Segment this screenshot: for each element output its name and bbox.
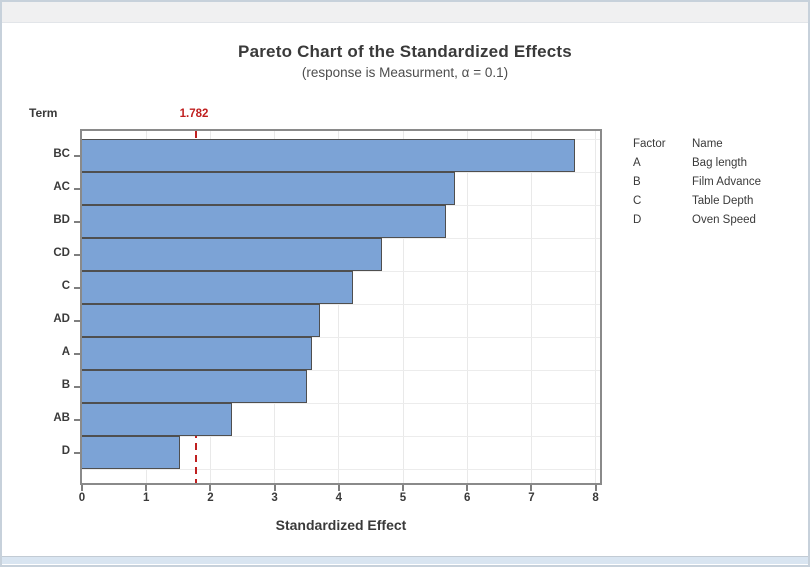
bar-CD[interactable] [82, 238, 383, 271]
x-tick-label-6: 6 [463, 492, 471, 504]
bar-BD[interactable] [82, 205, 446, 238]
legend-row-B: B Film Advance [633, 173, 761, 192]
gridline-y-7 [82, 370, 600, 371]
legend-factor-A: A [633, 157, 641, 169]
window-footer [2, 556, 808, 564]
reference-line-label: 1.782 [179, 108, 209, 120]
gridline-x-4 [338, 131, 340, 483]
bar-AB[interactable] [82, 403, 232, 436]
gridline-y-9 [82, 436, 600, 437]
gridline-y-6 [82, 337, 600, 338]
y-tick-A [74, 352, 80, 355]
legend-row-C: C Table Depth [633, 192, 761, 211]
y-tick-label-B: B [61, 378, 70, 391]
x-tick-label-8: 8 [592, 492, 599, 504]
legend-factor-B: B [633, 176, 641, 188]
x-tick-2 [209, 485, 212, 491]
legend-row-D: D Oven Speed [633, 211, 761, 230]
x-tick-label-4: 4 [335, 492, 342, 504]
gridline-y-8 [82, 403, 600, 404]
x-tick-6 [466, 485, 469, 491]
legend-name-C: Table Depth [692, 195, 754, 207]
y-tick-BC [74, 154, 80, 157]
gridline-y-10 [82, 469, 600, 470]
legend-factor-C: C [633, 195, 642, 207]
x-tick-label-0: 0 [78, 492, 86, 504]
factor-legend: Factor Name A Bag length B Film Advance C Tab… [633, 135, 761, 230]
legend-header-name: Name [692, 138, 723, 150]
y-tick-label-A: A [61, 345, 70, 358]
y-tick-label-AC: AC [53, 180, 70, 193]
legend-header: Factor Name [633, 135, 761, 154]
y-tick-label-AB: AB [53, 411, 70, 424]
window-titlebar[interactable] [2, 2, 808, 23]
x-tick-label-2: 2 [207, 492, 214, 504]
plot-area [80, 129, 602, 485]
y-tick-label-D: D [61, 444, 70, 457]
chart-subtitle: (response is Measurment, α = 0.1) [301, 65, 509, 80]
gridline-x-8 [595, 131, 597, 483]
y-tick-label-BC: BC [53, 147, 70, 160]
bar-C[interactable] [82, 271, 353, 304]
legend-name-B: Film Advance [692, 176, 762, 188]
bar-AD[interactable] [82, 304, 320, 337]
x-tick-0 [81, 485, 83, 491]
chart-title: Pareto Chart of the Standardized Effects [238, 42, 572, 61]
x-axis-title: Standardized Effect [275, 517, 407, 533]
x-tick-8 [594, 485, 597, 491]
gridline-x-7 [530, 131, 532, 483]
x-tick-4 [337, 485, 340, 491]
bar-BC[interactable] [82, 139, 576, 172]
bar-B[interactable] [82, 370, 307, 403]
y-axis-title: Term [29, 106, 58, 120]
y-tick-label-CD: CD [53, 246, 70, 259]
legend-header-factor: Factor [633, 138, 666, 150]
x-tick-label-7: 7 [528, 492, 535, 504]
gridline-y-5 [82, 304, 600, 305]
y-tick-B [74, 385, 80, 388]
y-tick-AC [74, 187, 80, 190]
x-tick-label-1: 1 [142, 492, 150, 504]
gridline-x-5 [402, 131, 404, 483]
legend-row-A: A Bag length [633, 154, 761, 173]
bar-A[interactable] [82, 337, 312, 370]
bar-D[interactable] [82, 436, 180, 469]
legend-factor-D: D [633, 214, 642, 226]
chart-canvas: Pareto Chart of the Standardized Effects… [2, 23, 808, 556]
x-tick-7 [530, 485, 533, 491]
y-tick-AB [74, 418, 80, 421]
y-tick-CD [74, 253, 80, 256]
y-tick-D [74, 451, 80, 454]
legend-name-A: Bag length [692, 157, 747, 169]
x-tick-label-3: 3 [271, 492, 278, 504]
y-tick-label-AD: AD [53, 312, 70, 325]
bar-AC[interactable] [82, 172, 455, 205]
x-tick-5 [402, 485, 404, 491]
y-tick-C [74, 286, 80, 289]
legend-name-D: Oven Speed [692, 214, 756, 226]
gridline-x-6 [466, 131, 468, 483]
y-tick-BD [74, 220, 80, 223]
x-tick-3 [273, 485, 276, 491]
x-tick-label-5: 5 [399, 492, 407, 504]
y-tick-AD [74, 319, 80, 322]
y-tick-label-C: C [61, 279, 70, 292]
x-tick-1 [145, 485, 148, 491]
y-tick-label-BD: BD [53, 213, 70, 226]
